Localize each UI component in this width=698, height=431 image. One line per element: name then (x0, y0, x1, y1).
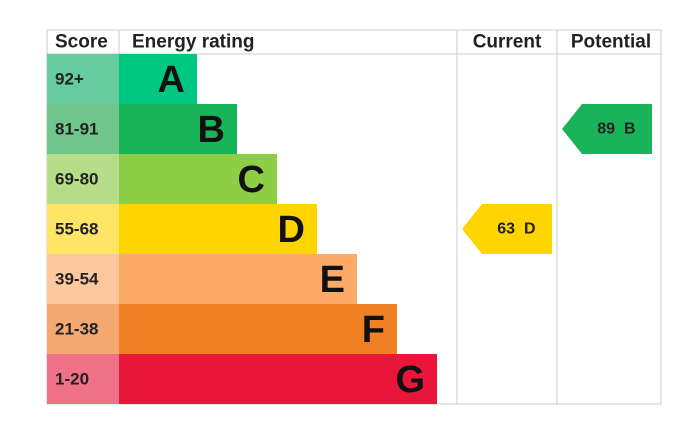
score-label: 69-80 (55, 170, 98, 189)
header-score: Score (55, 32, 108, 53)
score-cell (47, 104, 119, 154)
rating-letter: B (198, 109, 225, 151)
score-label: 21-38 (55, 320, 98, 339)
score-cell (47, 304, 119, 354)
score-label: 81-91 (55, 120, 98, 139)
rating-bar (119, 204, 317, 254)
rating-letter: G (395, 359, 425, 401)
potential-value: 89 (597, 121, 615, 138)
current-value: 63 (497, 221, 515, 238)
score-cell (47, 54, 119, 104)
header-current: Current (473, 32, 542, 53)
header-energy-rating: Energy rating (132, 32, 254, 53)
score-cell (47, 154, 119, 204)
rating-letter: A (158, 59, 185, 101)
header-potential: Potential (571, 32, 651, 53)
potential-rating: B (624, 121, 636, 138)
rating-letter: C (238, 159, 265, 201)
score-label: 1-20 (55, 370, 89, 389)
score-label: 92+ (55, 70, 84, 89)
rating-bar (119, 54, 197, 104)
rating-bar (119, 354, 437, 404)
score-cell (47, 354, 119, 404)
score-cell (47, 254, 119, 304)
score-label: 39-54 (55, 270, 99, 289)
rating-bar (119, 154, 277, 204)
rating-letter: D (278, 209, 305, 251)
rating-letter: E (320, 259, 345, 301)
score-cell (47, 204, 119, 254)
rating-letter: F (362, 309, 385, 351)
score-label: 55-68 (55, 220, 98, 239)
rating-bar (119, 254, 357, 304)
current-rating: D (524, 221, 536, 238)
rating-bar (119, 104, 237, 154)
rating-bar (119, 304, 397, 354)
current-arrow (462, 204, 552, 254)
potential-arrow (562, 104, 652, 154)
